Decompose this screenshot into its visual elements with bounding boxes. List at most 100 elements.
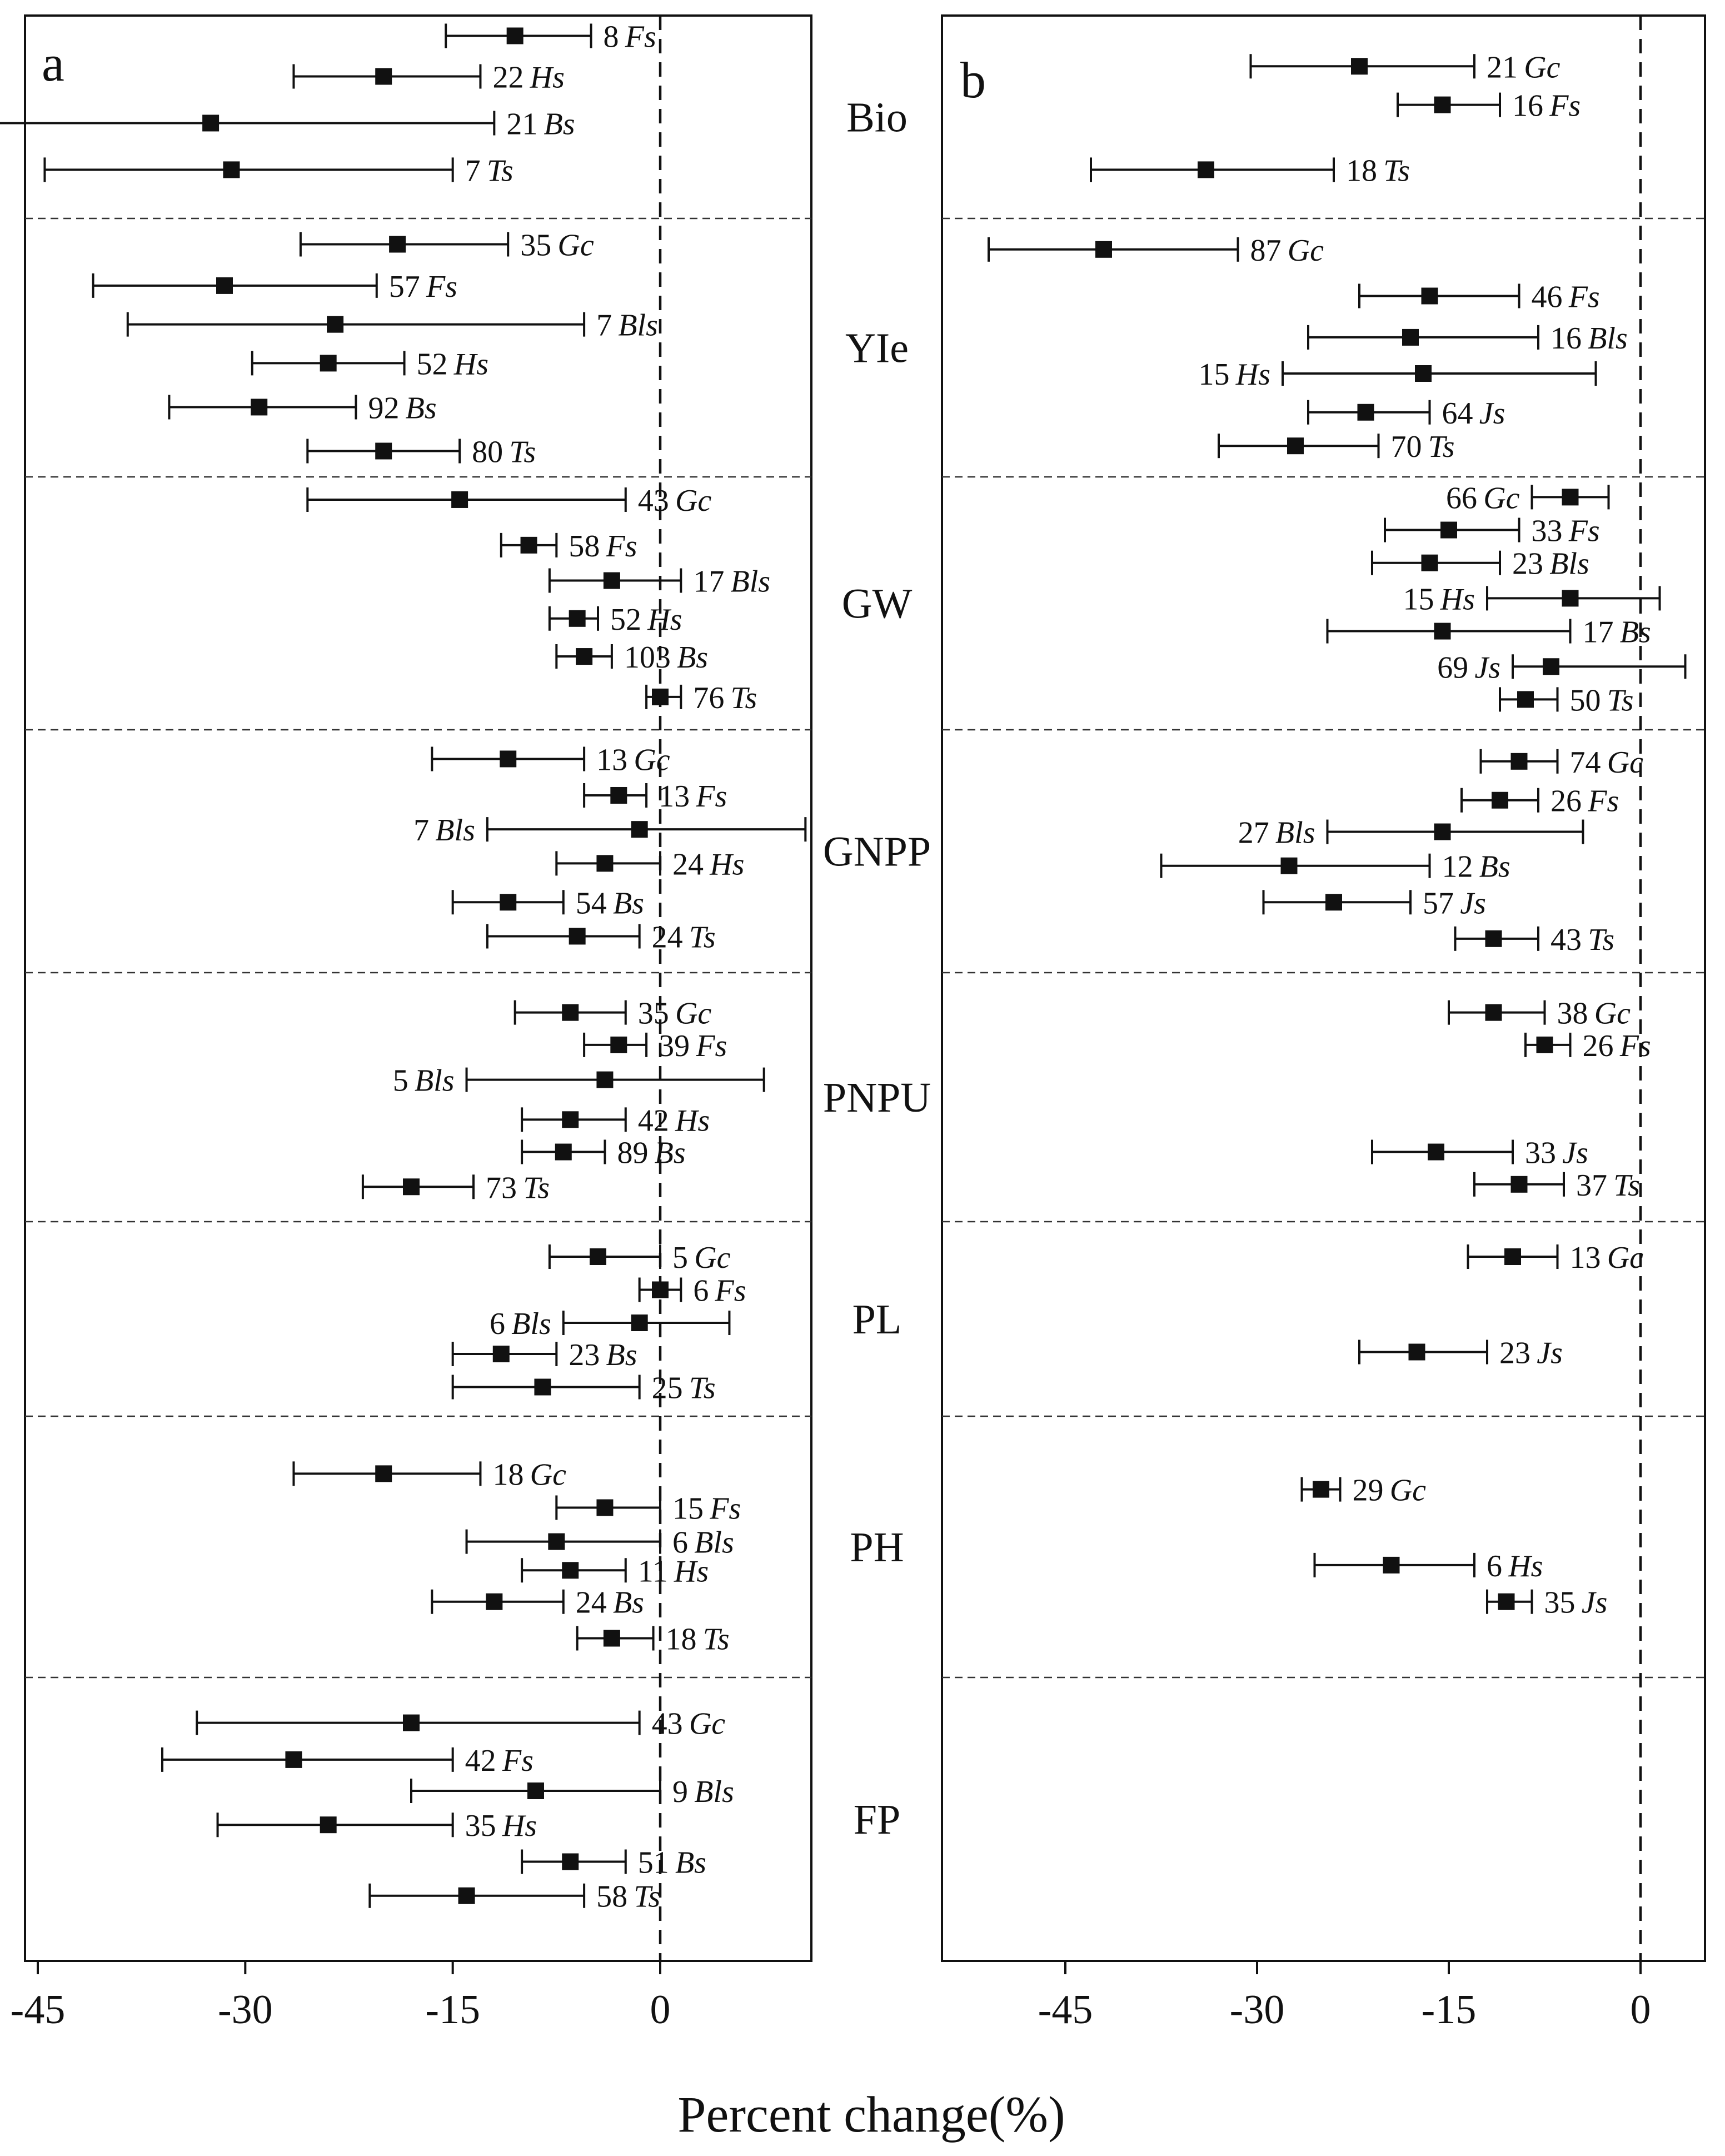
- panel-a-pl-bls-species: Bls: [505, 1307, 551, 1341]
- panel-a-ph-hs-species: Hs: [668, 1554, 709, 1589]
- panel-a-gnpp-bs-mean-point: [500, 894, 517, 911]
- panel-a-ph-bs-mean-point: [486, 1593, 503, 1610]
- panel-b-gnpp-bs-label: 12 Bs: [1442, 850, 1510, 884]
- panel-b-yie-fs-species: Fs: [1563, 280, 1600, 315]
- panel-a-gw-ts-n: 76: [693, 681, 724, 715]
- panel-a-bio-fs-n: 8: [604, 20, 619, 54]
- panel-a-gw-ts-species: Ts: [724, 681, 757, 715]
- panel-a-yie-bs-n: 92: [368, 391, 399, 425]
- panel-b-gnpp-ts-mean-point: [1485, 930, 1502, 947]
- panel-b-gnpp-bls-mean-point: [1434, 823, 1451, 840]
- panel-b-pnpu-gc-species: Gc: [1588, 997, 1631, 1031]
- panel-a-pnpu-bls-mean-point: [596, 1071, 614, 1088]
- panel-b-bio-gc-species: Gc: [1518, 50, 1561, 84]
- panel-a-gnpp-gc-species: Gc: [627, 743, 670, 777]
- panel-a-pnpu-gc-mean-point: [562, 1004, 579, 1021]
- panel-a-ph-bls-mean-point: [548, 1533, 565, 1550]
- panel-a-bio-ts-n: 7: [465, 153, 481, 188]
- panel-a-bio-bs-mean-point: [202, 114, 220, 132]
- panel-a-fp-gc-n: 43: [652, 1707, 683, 1741]
- panel-a-gnpp-gc-n: 13: [596, 743, 627, 777]
- panel-a-gw-fs-mean-point: [520, 536, 537, 554]
- panel-a-gnpp-bs-n: 54: [576, 886, 607, 920]
- panel-a-gnpp-hs-species: Hs: [704, 847, 744, 882]
- panel-a-gw-hs-label: 52 Hs: [610, 603, 682, 637]
- panel-b-bio-fs-species: Fs: [1543, 89, 1581, 123]
- panel-b-gnpp-ts-species: Ts: [1582, 923, 1614, 957]
- panel-a-ph-bls-label: 6 Bls: [672, 1526, 734, 1560]
- panel-a-pnpu-fs-n: 39: [659, 1029, 690, 1063]
- panel-b-yie-fs-label: 46 Fs: [1532, 280, 1600, 315]
- panel-a-fp-bls-mean-point: [527, 1782, 544, 1799]
- panel-b-gnpp-gc-mean-point: [1510, 753, 1528, 770]
- panel-a-gw-gc-mean-point: [451, 491, 468, 508]
- panel-b-gw-ts-n: 50: [1570, 683, 1601, 718]
- panel-b-gw-gc-n: 66: [1446, 481, 1477, 515]
- panel-a-ph-bs-label: 24 Bs: [576, 1586, 644, 1620]
- panel-b-pl-js-mean-point: [1408, 1343, 1425, 1361]
- panel-a-ph-bls-species: Bls: [688, 1526, 734, 1560]
- panel-a-ph-ts-label: 18 Ts: [666, 1622, 730, 1657]
- panel-b-yie-ts-label: 70 Ts: [1391, 430, 1455, 464]
- category-label-pnpu: PNPU: [823, 1074, 931, 1121]
- panel-b-gw-bls-n: 23: [1512, 547, 1543, 581]
- panel-a-bio-hs-label: 22 Hs: [492, 61, 564, 95]
- panel-a-pl-bs-mean-point: [492, 1346, 510, 1362]
- panel-a-pnpu-bs-species: Bs: [648, 1136, 685, 1171]
- panel-a-pl-bs-label: 23 Bs: [569, 1338, 637, 1372]
- panel-a-pnpu-hs-species: Hs: [669, 1103, 710, 1138]
- panel-b-pnpu-ts-species: Ts: [1607, 1168, 1640, 1203]
- panel-a-fp-bs-label: 51 Bs: [638, 1846, 706, 1880]
- panel-a-yie-gc-label: 35 Gc: [520, 228, 594, 263]
- panel-b-ph-js-mean-point: [1498, 1593, 1515, 1610]
- panel-b-tick-label-0: 0: [1631, 1987, 1651, 2033]
- panel-a-pnpu-gc-label: 35 Gc: [638, 997, 712, 1031]
- panel-b-yie-ts-n: 70: [1391, 430, 1422, 464]
- panel-a-fp-ts-n: 58: [596, 1880, 627, 1914]
- panel-a-fp-gc-mean-point: [403, 1714, 420, 1731]
- panel-b-pnpu-gc-mean-point: [1485, 1004, 1502, 1021]
- panel-a-gnpp-ts-n: 24: [652, 920, 683, 954]
- panel-b-gw-gc-species: Gc: [1477, 481, 1520, 515]
- panel-b-gw-ts-mean-point: [1517, 691, 1534, 708]
- panel-b-gw-hs-n: 15: [1403, 582, 1434, 616]
- panel-a-ph-ts-mean-point: [603, 1630, 620, 1647]
- panel-a-gw-bls-species: Bls: [724, 565, 770, 599]
- panel-b-ph-gc-species: Gc: [1384, 1473, 1427, 1508]
- panel-b-pl-js-species: Js: [1530, 1336, 1563, 1371]
- panel-a-yie-bs-label: 92 Bs: [368, 391, 436, 425]
- panel-b-gw-bs-mean-point: [1434, 623, 1451, 640]
- panel-a-gnpp-bls-mean-point: [631, 821, 648, 838]
- panel-b-gnpp-gc-n: 74: [1570, 745, 1601, 780]
- panel-a-gw-hs-species: Hs: [641, 603, 682, 637]
- panel-a-pl-fs-label: 6 Fs: [693, 1274, 746, 1308]
- panel-b-yie-bls-species: Bls: [1582, 321, 1628, 356]
- panel-a-bio-bs-species: Bs: [537, 107, 575, 141]
- panel-b-pnpu-js-label: 33 Js: [1525, 1136, 1588, 1171]
- panel-a-pl-ts-mean-point: [534, 1378, 551, 1396]
- panel-a-yie-bls-label: 7 Bls: [596, 308, 658, 343]
- panel-a-yie-ts-mean-point: [375, 442, 392, 460]
- panel-b-gnpp-js-mean-point: [1325, 894, 1342, 911]
- panel-a-pnpu-bls-species: Bls: [408, 1064, 455, 1098]
- panel-b-gnpp-js-species: Js: [1454, 886, 1486, 920]
- panel-a-gnpp-fs-species: Fs: [690, 779, 727, 814]
- category-label-gw: GW: [842, 581, 913, 628]
- panel-b-pnpu-ts-mean-point: [1510, 1176, 1528, 1193]
- panel-a-ph-bs-n: 24: [576, 1586, 607, 1620]
- panel-b-gnpp-fs-species: Fs: [1582, 784, 1619, 819]
- panel-b-yie-js-label: 64 Js: [1442, 396, 1505, 431]
- panel-b-yie-bls-mean-point: [1402, 328, 1419, 346]
- panel-a-gnpp-bs-label: 54 Bs: [576, 886, 644, 920]
- panel-a-fp-gc-label: 43 Gc: [652, 1707, 726, 1741]
- panel-a-yie-bs-mean-point: [251, 399, 268, 416]
- panel-a-yie-hs-label: 52 Hs: [417, 347, 488, 381]
- panel-a-gnpp-gc-mean-point: [500, 750, 517, 768]
- panel-a-yie-fs-label: 57 Fs: [389, 270, 457, 304]
- panel-a-fp-hs-mean-point: [320, 1816, 337, 1834]
- panel-b-gw-fs-n: 33: [1532, 514, 1563, 549]
- panel-a-ph-ts-n: 18: [666, 1622, 697, 1657]
- panel-a-ph-gc-mean-point: [375, 1465, 392, 1482]
- panel-a-yie-gc-n: 35: [520, 228, 551, 263]
- panel-a-fp-ts-mean-point: [458, 1887, 475, 1904]
